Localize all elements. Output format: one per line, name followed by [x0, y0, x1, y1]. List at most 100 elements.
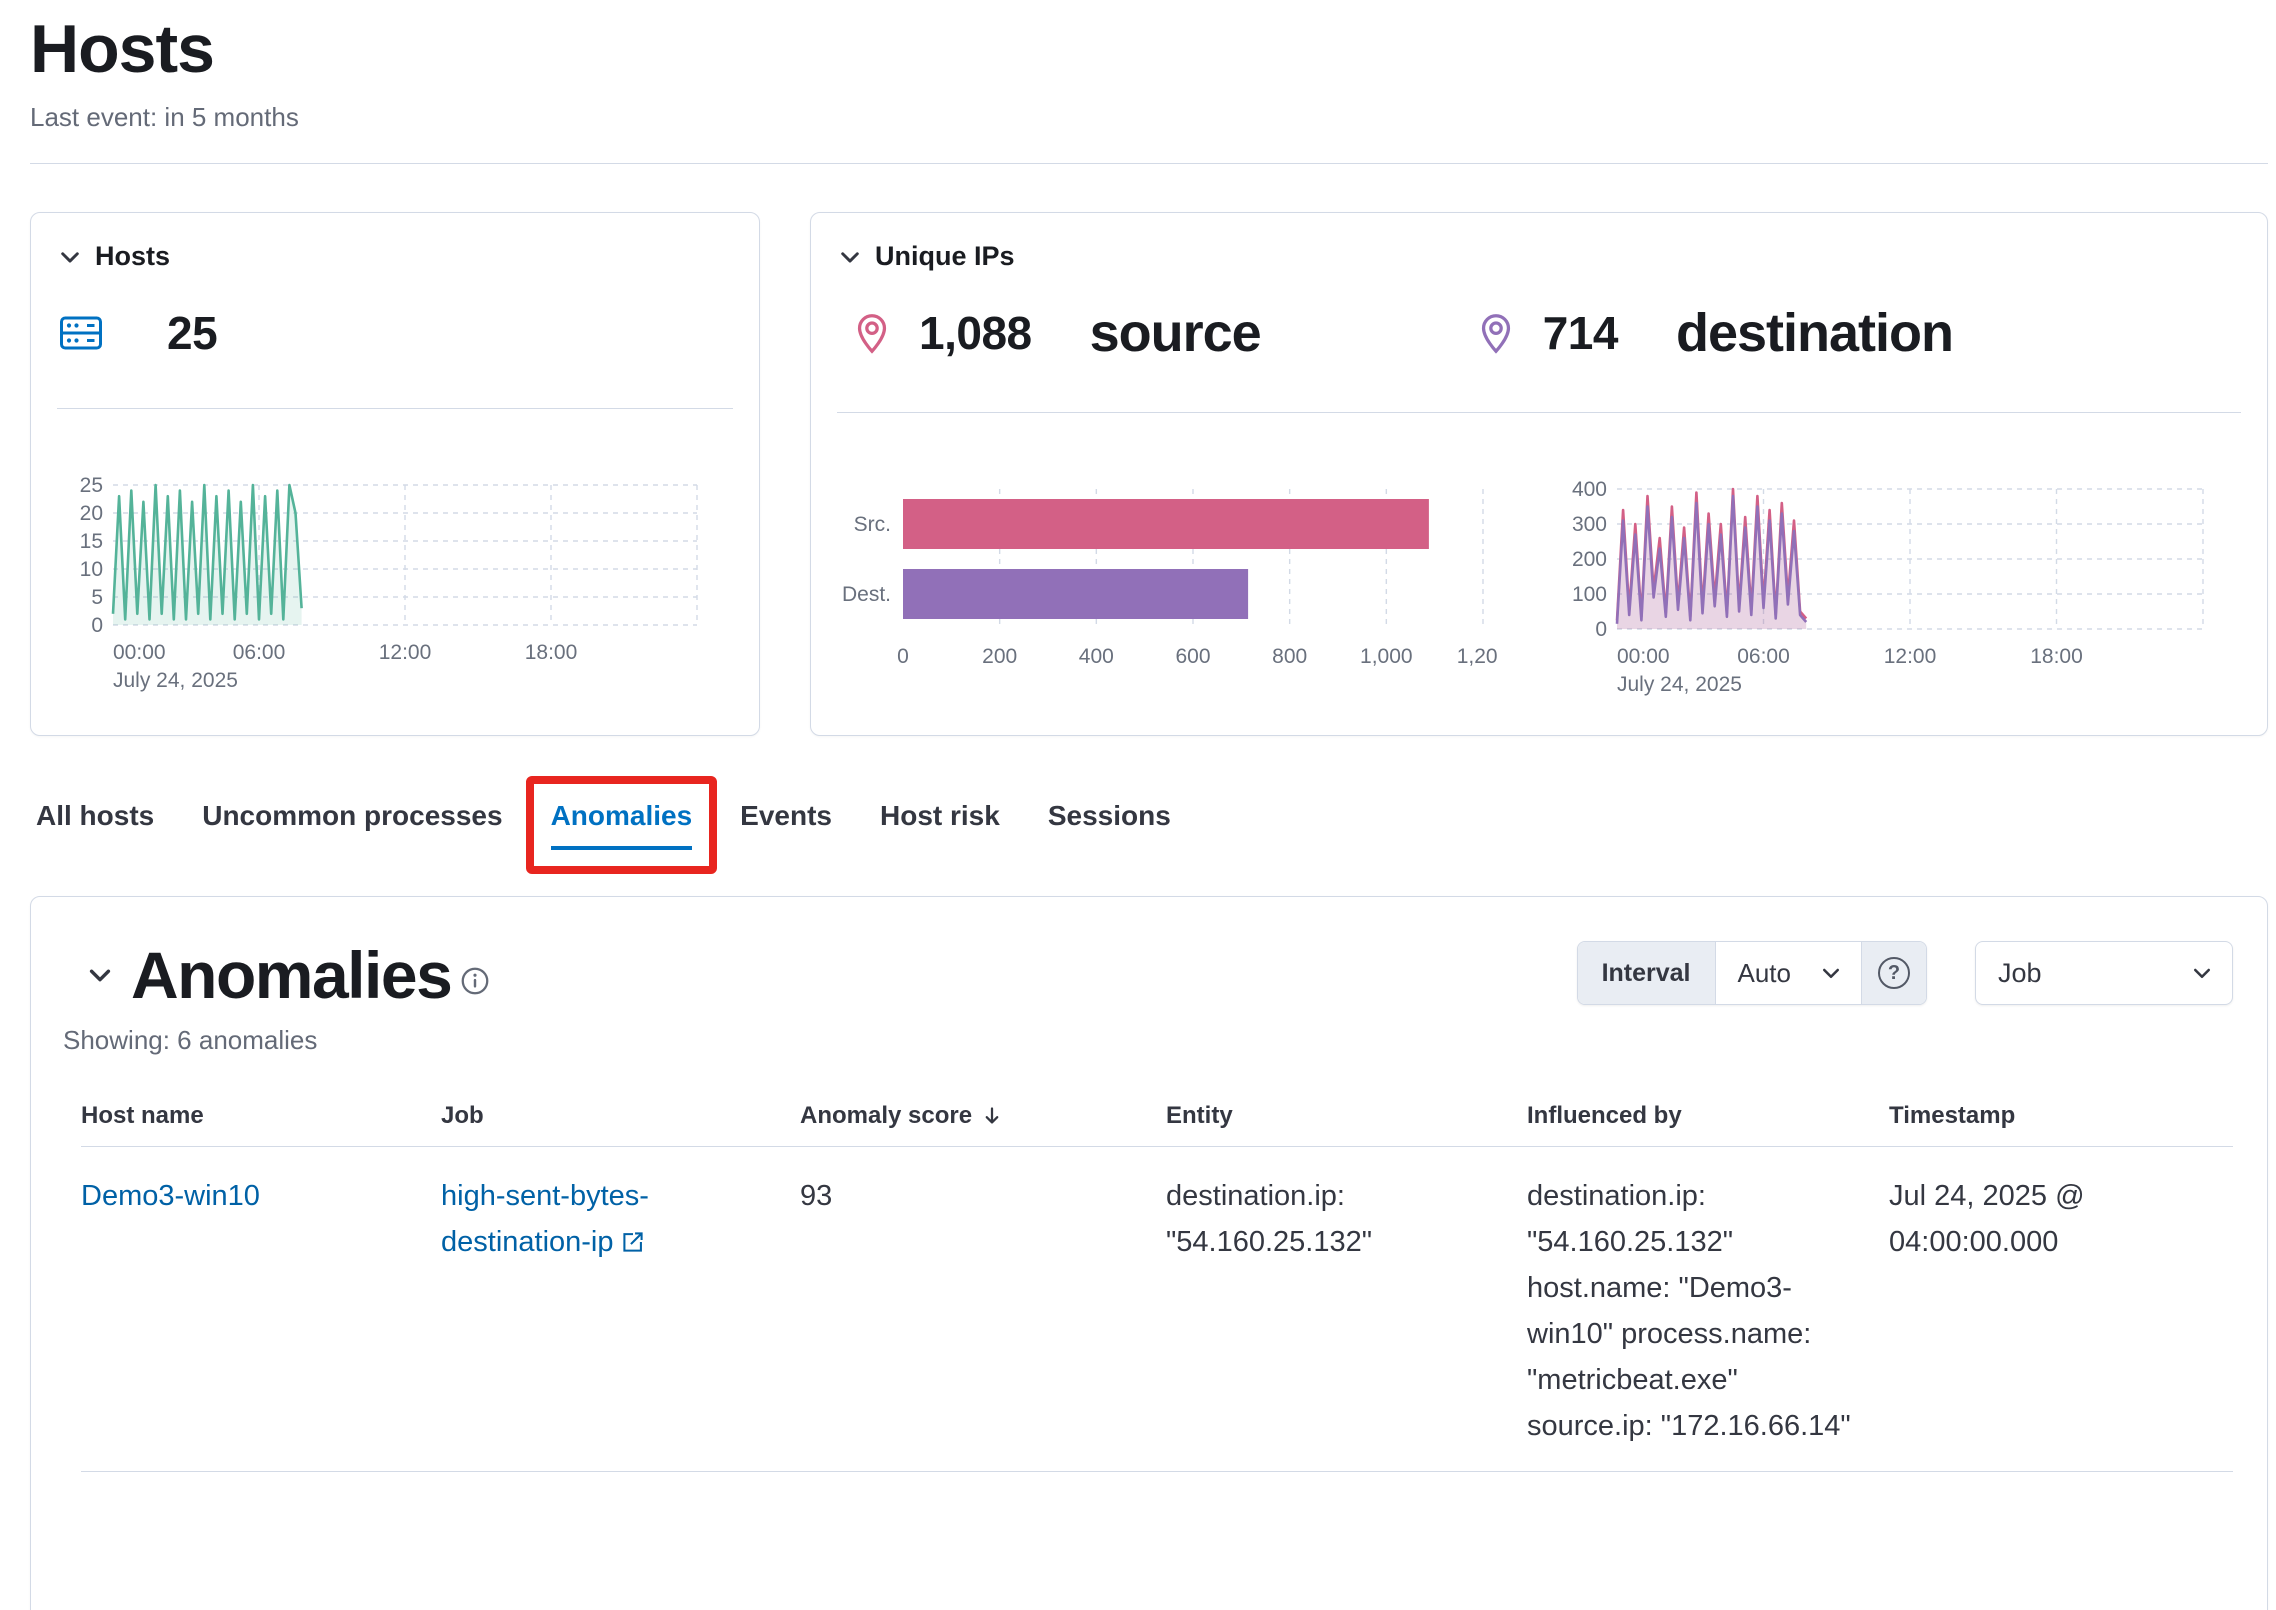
svg-text:300: 300: [1572, 513, 1607, 536]
job-select-label: Job: [1998, 957, 2042, 988]
unique-ips-charts: 0 200 400 600 800 1,000 1,200 Src. Dest. 0 100 200…: [837, 465, 2241, 703]
anomalies-table: Host name Job Anomaly score Entity Influ…: [81, 1102, 2233, 1472]
cell-host-name: Demo3-win10: [81, 1173, 441, 1449]
map-pin-icon: [849, 310, 895, 356]
svg-text:100: 100: [1572, 583, 1607, 606]
cell-entity: destination.ip: "54.160.25.132": [1166, 1180, 1373, 1258]
host-name-link[interactable]: Demo3-win10: [81, 1180, 260, 1212]
svg-text:Dest.: Dest.: [842, 583, 891, 606]
svg-text:Src.: Src.: [854, 513, 891, 536]
svg-text:00:00: 00:00: [113, 641, 166, 664]
page-title: Hosts: [30, 11, 215, 87]
svg-text:06:00: 06:00: [1737, 645, 1790, 668]
svg-text:00:00: 00:00: [1617, 645, 1670, 668]
anomalies-title-block: Anomalies Showing: 6 anomalies: [63, 937, 489, 1056]
cell-influenced-by: destination.ip: "54.160.25.132" host.nam…: [1527, 1180, 1851, 1442]
cell-anomaly-score: 93: [800, 1180, 833, 1212]
anomalies-panel-header: Anomalies Showing: 6 anomalies Interval …: [63, 937, 2233, 1056]
anomalies-heading: Anomalies: [131, 938, 453, 1012]
last-event-text: Last event: in 5 months: [30, 102, 299, 132]
svg-text:18:00: 18:00: [525, 641, 578, 664]
sort-down-icon: [980, 1104, 1004, 1128]
destination-ip-count: 714: [1542, 307, 1619, 359]
storage-icon: [57, 309, 105, 357]
cell-timestamp: Jul 24, 2025 @ 04:00:00.000: [1889, 1180, 2085, 1258]
unique-ips-kpi-card: Unique IPs 1,088 source: [810, 212, 2268, 736]
destination-ips-stat: 714 destination: [1473, 302, 1954, 364]
col-influenced-by[interactable]: Influenced by: [1527, 1102, 1682, 1129]
hosts-card-header: Hosts: [57, 241, 733, 272]
hosts-stat: 25: [57, 306, 733, 360]
chevron-down-icon: [2190, 961, 2214, 985]
tab-all-hosts[interactable]: All hosts: [36, 800, 155, 831]
svg-text:0: 0: [1595, 618, 1607, 641]
anomalies-panel: Anomalies Showing: 6 anomalies Interval …: [30, 896, 2268, 1610]
interval-select[interactable]: Auto: [1715, 942, 1861, 1004]
svg-text:0: 0: [897, 645, 909, 668]
source-ips-stat: 1,088 source: [849, 302, 1262, 364]
interval-label: Interval: [1577, 942, 1716, 1004]
hosts-chart-area: 0 5 10 15 20 25 00:00 July 24, 2025 06:00 12:00 18…: [57, 461, 733, 704]
interval-value: Auto: [1737, 957, 1792, 988]
showing-count: Showing: 6 anomalies: [63, 1025, 318, 1055]
hosts-tabs: All hosts Uncommon processes Anomalies E…: [30, 776, 2268, 874]
interval-help: ?: [1861, 942, 1926, 1004]
job-link-label: high-sent-bytes-destination-ip: [441, 1180, 649, 1258]
svg-text:06:00: 06:00: [233, 641, 286, 664]
tab-host-risk[interactable]: Host risk: [880, 800, 1000, 831]
chevron-down-icon: [1819, 961, 1843, 985]
chevron-down-icon[interactable]: [57, 244, 83, 270]
col-host-name[interactable]: Host name: [81, 1102, 204, 1129]
unique-ips-stats: 1,088 source 714 destination: [849, 302, 2241, 364]
card-divider: [837, 412, 2241, 413]
col-anomaly-score[interactable]: Anomaly score: [800, 1102, 1166, 1130]
chevron-down-icon[interactable]: [837, 244, 863, 270]
table-header-row: Host name Job Anomaly score Entity Influ…: [81, 1102, 2233, 1147]
chevron-down-icon[interactable]: [85, 960, 115, 990]
col-anomaly-score-label: Anomaly score: [800, 1102, 973, 1129]
svg-text:0: 0: [91, 614, 103, 637]
hosts-card-title: Hosts: [95, 241, 171, 271]
tab-anomalies-label: Anomalies: [550, 800, 693, 831]
unique-ips-line-chart: 0 100 200 300 400 00:00 July 24, 2025 06:00 12:0…: [1572, 478, 2204, 696]
svg-text:25: 25: [80, 474, 103, 497]
svg-text:12:00: 12:00: [1884, 645, 1937, 668]
source-ip-count: 1,088: [919, 307, 1032, 359]
svg-text:July 24, 2025: July 24, 2025: [113, 669, 238, 692]
svg-text:400: 400: [1572, 478, 1607, 501]
svg-text:12:00: 12:00: [379, 641, 432, 664]
job-link[interactable]: high-sent-bytes-destination-ip: [441, 1180, 649, 1258]
tab-events[interactable]: Events: [740, 800, 832, 831]
tab-anomalies[interactable]: Anomalies: [525, 776, 718, 874]
col-entity[interactable]: Entity: [1166, 1102, 1233, 1129]
col-timestamp[interactable]: Timestamp: [1889, 1102, 2016, 1129]
info-icon[interactable]: [461, 967, 489, 995]
col-job[interactable]: Job: [441, 1102, 484, 1129]
hosts-count: 25: [167, 307, 218, 359]
destination-ip-label: destination: [1675, 303, 1954, 363]
svg-text:10: 10: [80, 558, 103, 581]
cell-job: high-sent-bytes-destination-ip: [441, 1173, 800, 1449]
question-icon[interactable]: ?: [1878, 957, 1910, 989]
svg-text:5: 5: [91, 586, 103, 609]
job-select[interactable]: Job: [1975, 941, 2233, 1005]
unique-ips-bar-chart: 0 200 400 600 800 1,000 1,200 Src. Dest.: [842, 489, 1497, 668]
tab-uncommon-processes[interactable]: Uncommon processes: [202, 800, 503, 831]
card-divider: [57, 408, 733, 409]
svg-text:1,000: 1,000: [1360, 645, 1413, 668]
kpi-row: Hosts 25: [30, 212, 2268, 736]
hosts-kpi-card: Hosts 25: [30, 212, 760, 736]
tab-sessions[interactable]: Sessions: [1047, 800, 1171, 831]
svg-text:600: 600: [1175, 645, 1210, 668]
svg-text:15: 15: [80, 530, 103, 553]
source-ip-label: source: [1089, 303, 1262, 363]
svg-text:July 24, 2025: July 24, 2025: [1617, 673, 1742, 696]
svg-text:400: 400: [1079, 645, 1114, 668]
header-divider: [30, 163, 2268, 164]
table-row: Demo3-win10 high-sent-bytes-destination-…: [81, 1147, 2233, 1472]
svg-text:800: 800: [1272, 645, 1307, 668]
svg-text:1,200: 1,200: [1457, 645, 1497, 668]
svg-text:200: 200: [1572, 548, 1607, 571]
interval-control: Interval Auto ?: [1576, 941, 1927, 1005]
